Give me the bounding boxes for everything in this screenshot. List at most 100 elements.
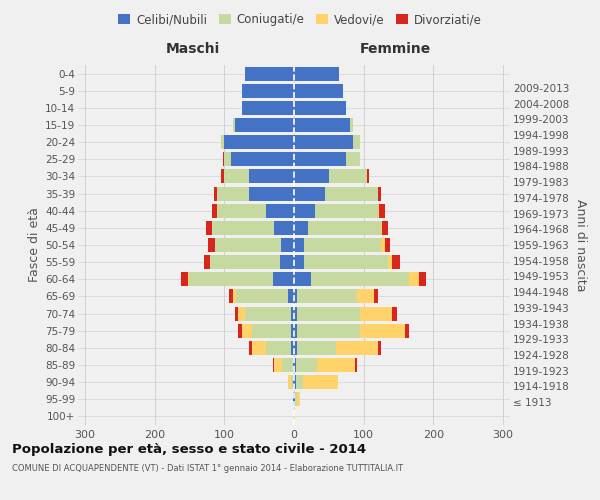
Bar — [294, 375, 296, 389]
Bar — [211, 255, 280, 269]
Bar — [249, 170, 294, 183]
Bar — [266, 204, 294, 218]
Bar — [204, 255, 209, 269]
Bar — [273, 272, 294, 286]
Bar — [290, 341, 294, 355]
Bar — [238, 306, 245, 320]
Bar — [296, 375, 303, 389]
Bar — [329, 170, 367, 183]
Bar — [308, 221, 381, 235]
Bar — [291, 375, 293, 389]
Text: COMUNE DI ACQUAPENDENTE (VT) - Dati ISTAT 1° gennaio 2014 - Elaborazione TUTTITA: COMUNE DI ACQUAPENDENTE (VT) - Dati ISTA… — [12, 464, 403, 473]
Bar — [252, 324, 290, 338]
Bar — [294, 392, 295, 406]
Bar — [294, 186, 325, 200]
Bar — [392, 306, 397, 320]
Bar — [336, 341, 377, 355]
Bar — [294, 290, 298, 304]
Bar — [406, 324, 409, 338]
Bar — [212, 221, 274, 235]
Bar — [215, 238, 281, 252]
Bar — [298, 306, 360, 320]
Bar — [294, 152, 346, 166]
Bar — [224, 170, 249, 183]
Bar — [294, 118, 350, 132]
Bar — [206, 221, 212, 235]
Bar — [315, 204, 377, 218]
Text: Maschi: Maschi — [166, 42, 220, 56]
Text: Femmine: Femmine — [360, 42, 431, 56]
Bar — [242, 324, 252, 338]
Bar — [374, 290, 377, 304]
Bar — [209, 255, 211, 269]
Bar — [304, 255, 388, 269]
Bar — [294, 341, 298, 355]
Bar — [294, 84, 343, 98]
Bar — [233, 118, 235, 132]
Bar — [245, 66, 294, 80]
Bar — [242, 84, 294, 98]
Bar — [217, 204, 266, 218]
Bar — [249, 341, 252, 355]
Bar — [295, 392, 297, 406]
Bar — [294, 324, 298, 338]
Bar — [221, 170, 224, 183]
Legend: Celibi/Nubili, Coniugati/e, Vedovi/e, Divorziati/e: Celibi/Nubili, Coniugati/e, Vedovi/e, Di… — [113, 8, 487, 31]
Bar — [221, 135, 224, 149]
Bar — [367, 170, 369, 183]
Bar — [245, 306, 290, 320]
Bar — [290, 324, 294, 338]
Bar — [252, 341, 266, 355]
Bar — [419, 272, 427, 286]
Bar — [217, 186, 249, 200]
Bar — [273, 358, 274, 372]
Bar — [266, 341, 290, 355]
Bar — [293, 375, 294, 389]
Bar — [382, 221, 388, 235]
Bar — [233, 290, 236, 304]
Bar — [377, 186, 381, 200]
Bar — [294, 204, 315, 218]
Bar — [282, 358, 293, 372]
Bar — [296, 358, 317, 372]
Bar — [294, 255, 304, 269]
Bar — [379, 204, 385, 218]
Bar — [385, 238, 390, 252]
Bar — [188, 272, 190, 286]
Bar — [298, 324, 360, 338]
Bar — [249, 186, 294, 200]
Bar — [317, 358, 355, 372]
Bar — [294, 221, 308, 235]
Bar — [350, 118, 353, 132]
Bar — [274, 358, 282, 372]
Bar — [281, 238, 294, 252]
Bar — [294, 238, 304, 252]
Bar — [298, 341, 336, 355]
Bar — [294, 272, 311, 286]
Bar — [297, 392, 300, 406]
Bar — [294, 135, 353, 149]
Bar — [304, 238, 381, 252]
Bar — [290, 306, 294, 320]
Bar — [223, 152, 224, 166]
Bar — [212, 204, 217, 218]
Bar — [289, 290, 294, 304]
Bar — [231, 152, 294, 166]
Bar — [242, 101, 294, 115]
Bar — [388, 255, 392, 269]
Bar — [311, 272, 409, 286]
Bar — [280, 255, 294, 269]
Bar — [381, 238, 385, 252]
Bar — [294, 358, 296, 372]
Bar — [377, 341, 381, 355]
Y-axis label: Anni di nascita: Anni di nascita — [574, 198, 587, 291]
Bar — [303, 375, 338, 389]
Bar — [208, 238, 215, 252]
Bar — [355, 358, 357, 372]
Text: Popolazione per età, sesso e stato civile - 2014: Popolazione per età, sesso e stato civil… — [12, 442, 366, 456]
Bar — [190, 272, 273, 286]
Bar — [224, 152, 231, 166]
Bar — [392, 255, 400, 269]
Bar — [360, 324, 406, 338]
Bar — [294, 66, 339, 80]
